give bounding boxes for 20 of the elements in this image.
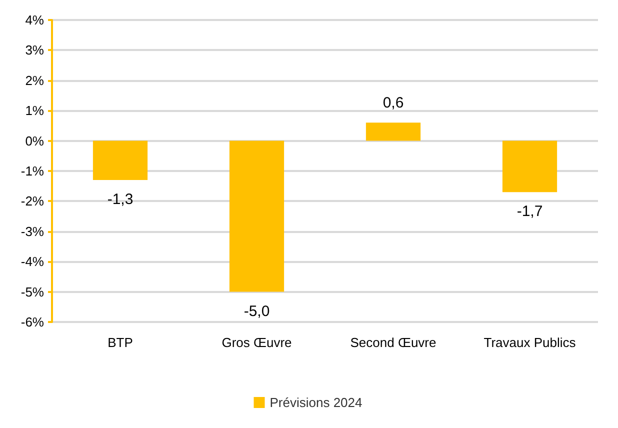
y-tick-label: 0%	[25, 133, 44, 148]
data-label: -1,7	[516, 203, 543, 220]
data-label: -5,0	[244, 302, 270, 320]
y-tick-label: -3%	[20, 224, 44, 239]
y-tick-label: 4%	[25, 12, 44, 28]
y-tick-label: -4%	[20, 254, 44, 270]
legend-label: Prévisions 2024	[270, 395, 362, 410]
y-tick-label: -5%	[20, 284, 44, 300]
y-tick-label: -2%	[20, 194, 44, 209]
y-tick-label: -6%	[20, 314, 44, 330]
data-label: -1,3	[107, 191, 134, 208]
y-tick-label: 1%	[25, 103, 44, 118]
x-tick-label: Travaux Publics	[484, 335, 576, 350]
x-tick-label: Second Œuvre	[350, 335, 436, 350]
x-tick-label: Gros Œuvre	[222, 335, 292, 350]
y-tick-label: -1%	[20, 164, 44, 178]
y-tick-label: 3%	[25, 42, 44, 58]
x-tick-label: BTP	[108, 335, 133, 350]
data-label: 0,6	[382, 94, 404, 112]
y-tick-label: 2%	[25, 72, 44, 88]
